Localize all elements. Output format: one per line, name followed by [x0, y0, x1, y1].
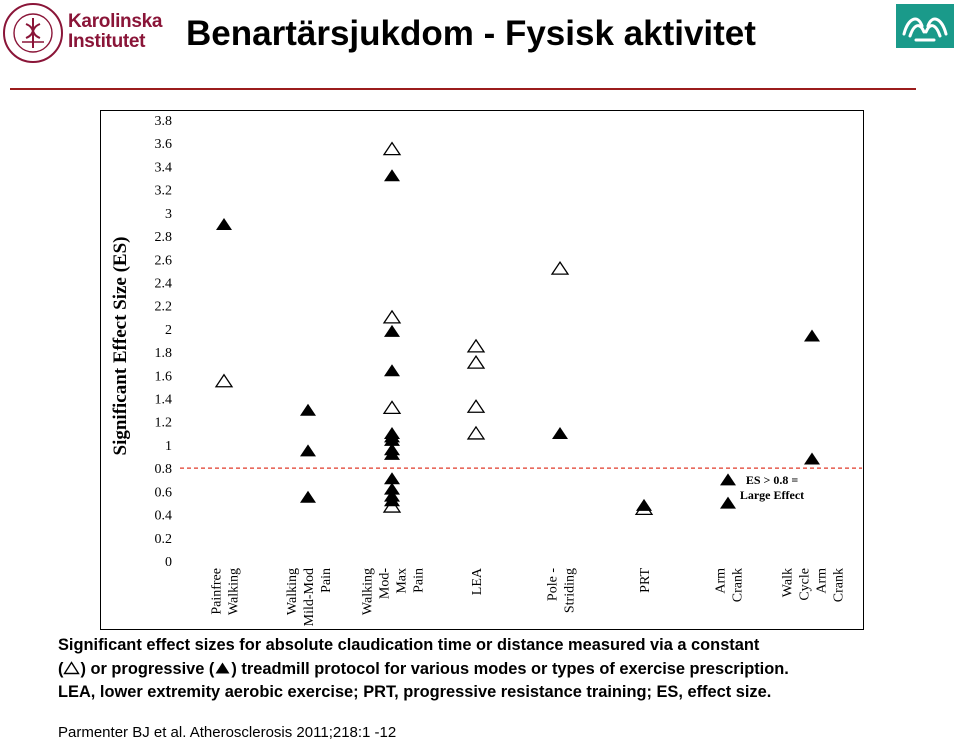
y-tick-label: 3	[165, 207, 172, 222]
karolinska-wordmark: Karolinska Institutet	[68, 11, 163, 52]
open-triangle-point	[382, 309, 402, 324]
y-tick-label: 0.2	[155, 532, 173, 547]
y-tick-label: 2	[165, 323, 172, 338]
filled-triangle-point	[384, 447, 400, 460]
filled-triangle-point	[300, 403, 316, 416]
filled-triangle-point	[384, 324, 400, 337]
open-triangle-point	[550, 260, 570, 275]
x-tick-label: Cycle	[798, 568, 813, 601]
y-tick-label: 3.6	[155, 137, 173, 152]
y-tick-label: 1.4	[155, 393, 173, 408]
page-title: Benartärsjukdom - Fysisk aktivitet	[186, 14, 756, 53]
filled-triangle-point	[804, 329, 820, 342]
filled-triangle-point	[636, 498, 652, 511]
open-triangle-point	[382, 400, 402, 415]
figure-caption: Significant effect sizes for absolute cl…	[58, 634, 948, 705]
filled-triangle-point	[300, 490, 316, 503]
caption-line: LEA, lower extremity aerobic exercise; P…	[58, 683, 772, 701]
y-tick-label: 0.8	[155, 462, 173, 477]
data-points	[214, 141, 820, 516]
x-tick-label: Mod-	[378, 568, 393, 599]
open-triangle-point	[466, 338, 486, 353]
filled-triangle-point	[384, 494, 400, 507]
y-tick-label: 2.8	[155, 230, 173, 245]
x-tick-label: Walking	[361, 568, 376, 615]
x-tick-label: Arm	[714, 568, 729, 594]
x-tick-label: Walking	[285, 568, 300, 615]
x-tick-label: Pain	[412, 568, 427, 593]
hands-logo-icon	[896, 4, 954, 48]
x-tick-label: Pole -	[546, 568, 561, 601]
open-triangle-icon	[63, 660, 81, 674]
open-triangle-point	[466, 425, 486, 440]
x-tick-label: Crank	[731, 568, 746, 602]
filled-triangle-point	[384, 169, 400, 182]
y-axis: 0 0.2 0.4 0.6 0.8 1 1.2 1.4 1.6 1.8 2 2.2 2.4 2.6 2.8 3…	[155, 114, 173, 570]
header-divider	[10, 88, 916, 90]
filled-triangle-point	[216, 218, 232, 231]
x-tick-label: Striding	[563, 568, 578, 613]
filled-triangle-point	[720, 473, 736, 486]
y-tick-label: 1.8	[155, 346, 173, 361]
y-tick-label: 3.8	[155, 114, 173, 129]
x-tick-label: Mild-Mod	[302, 568, 317, 626]
y-tick-label: 0	[165, 555, 172, 570]
y-tick-label: 1.6	[155, 369, 173, 384]
x-tick-label: Walk	[781, 568, 796, 597]
x-tick-label: PRT	[638, 568, 653, 593]
filled-triangle-point	[804, 452, 820, 465]
threshold-label: Large Effect	[740, 488, 804, 502]
x-tick-label: Crank	[832, 568, 847, 602]
x-tick-label: LEA	[470, 567, 485, 595]
open-triangle-point	[382, 141, 402, 156]
filled-triangle-point	[384, 433, 400, 446]
x-tick-label: Max	[395, 568, 410, 594]
y-tick-label: 3.4	[155, 160, 173, 175]
filled-triangle-point	[384, 364, 400, 377]
filled-triangle-point	[720, 496, 736, 509]
open-triangle-point	[466, 354, 486, 369]
y-tick-label: 0.4	[155, 509, 173, 524]
x-tick-label: Arm	[815, 568, 830, 594]
karolinska-seal-icon	[3, 3, 63, 63]
open-triangle-point	[214, 373, 234, 388]
y-tick-label: 0.6	[155, 485, 173, 500]
filled-triangle-point	[384, 472, 400, 485]
y-tick-label: 2.4	[155, 276, 173, 291]
caption-line: Significant effect sizes for absolute cl…	[58, 636, 760, 654]
filled-triangle-icon	[215, 662, 230, 673]
effect-size-chart: 0 0.2 0.4 0.6 0.8 1 1.2 1.4 1.6 1.8 2 2.2 2.4 2.6 2.8 3…	[100, 110, 864, 630]
filled-triangle-point	[384, 482, 400, 495]
y-tick-label: 1	[165, 439, 172, 454]
filled-triangle-point	[300, 444, 316, 457]
x-tick-label: Walking	[227, 568, 242, 615]
y-axis-label: Significant Effect Size (ES)	[110, 236, 131, 455]
x-tick-label: Pain	[319, 568, 334, 593]
open-triangle-point	[466, 399, 486, 413]
source-citation: Parmenter BJ et al. Atherosclerosis 2011…	[58, 724, 397, 741]
y-tick-label: 3.2	[155, 184, 173, 199]
y-tick-label: 1.2	[155, 416, 173, 431]
filled-triangle-point	[552, 426, 568, 439]
y-tick-label: 2.2	[155, 300, 173, 315]
karolinska-logo: Karolinska Institutet	[2, 2, 162, 64]
x-tick-label: Painfree	[210, 568, 225, 615]
threshold-label: ES > 0.8 =	[746, 473, 799, 487]
x-axis: Painfree Walking Walking Mild-Mod Pain Walkin…	[210, 567, 847, 626]
y-tick-label: 2.6	[155, 253, 173, 268]
caption-line: () or progressive () treadmill protocol …	[58, 659, 789, 678]
